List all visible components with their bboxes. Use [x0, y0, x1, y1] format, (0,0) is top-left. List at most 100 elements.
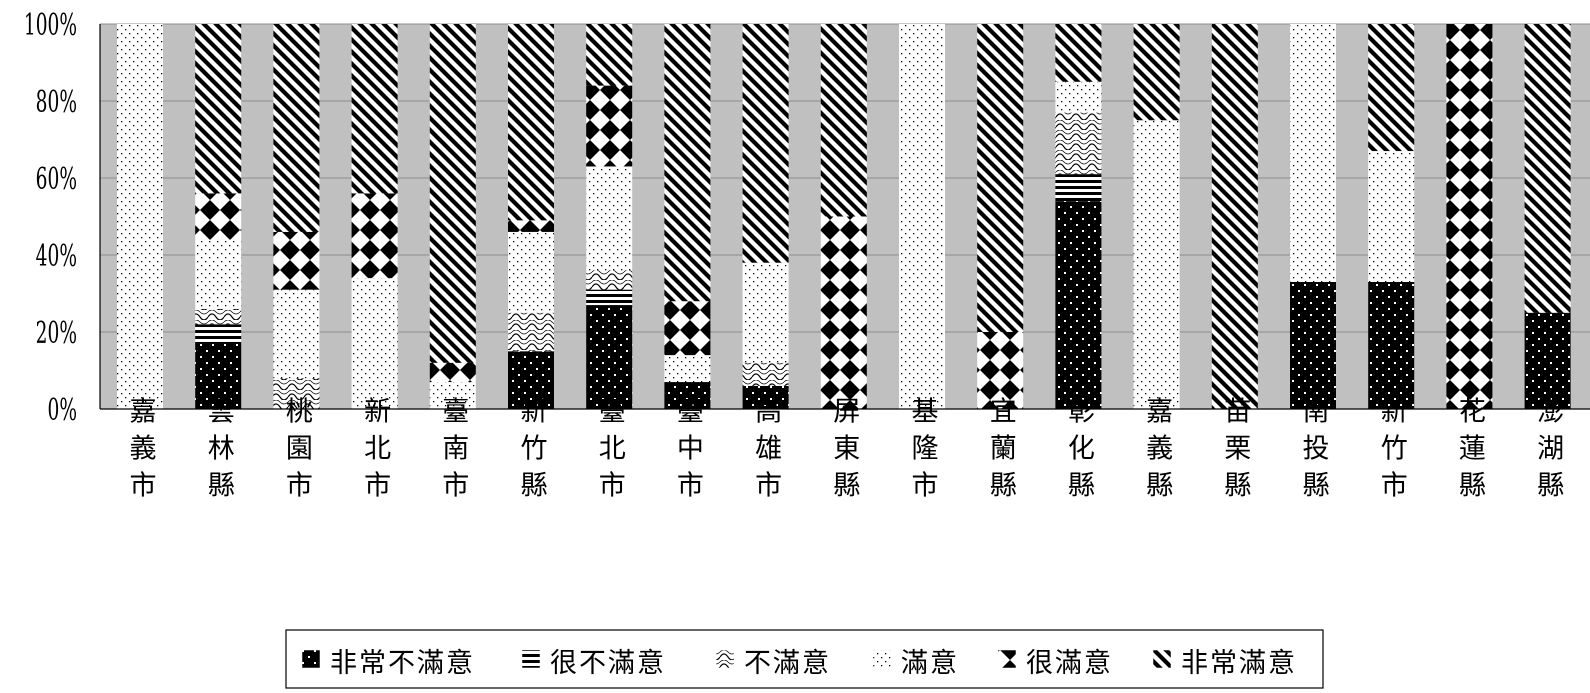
- y-tick-label: 20%: [36, 315, 77, 350]
- bar-segment: [1368, 24, 1415, 152]
- x-tick-label: 新竹縣: [516, 396, 548, 507]
- bar-stack: [1133, 24, 1180, 409]
- x-tick-label: 臺北市: [594, 396, 626, 507]
- bar-segment: [586, 166, 633, 271]
- legend-item: 很滿意: [997, 648, 1111, 679]
- legend-swatch: [521, 649, 541, 669]
- bar-stack: [586, 24, 633, 409]
- bar-stack: [1055, 24, 1102, 409]
- bar-segment: [351, 24, 398, 194]
- legend-box: [285, 629, 1324, 689]
- bar-segment: [1368, 281, 1415, 409]
- x-tick-label: 彰化縣: [1063, 396, 1094, 507]
- x-tick-label: 屏東縣: [828, 397, 860, 508]
- bar-segment: [195, 308, 242, 325]
- bar-segment: [977, 332, 1024, 409]
- bar-segment: [1524, 312, 1571, 409]
- x-tick-label: 桃園市: [281, 396, 313, 507]
- legend-swatch: [715, 649, 735, 669]
- bar-stack: [742, 24, 789, 409]
- y-tick-label: 0%: [48, 392, 77, 427]
- bar-stack: [1368, 24, 1415, 409]
- x-tick-label: 新北市: [359, 396, 391, 507]
- bar-segment: [273, 24, 320, 232]
- x-tick-label: 臺中市: [672, 396, 703, 507]
- x-tick-label: 嘉義市: [125, 396, 156, 507]
- bar-segment: [1055, 81, 1102, 113]
- x-tick-label: 花蓮縣: [1454, 396, 1486, 507]
- bar-segment: [429, 362, 476, 383]
- bar-segment: [351, 193, 398, 279]
- bar-segment: [273, 231, 320, 290]
- legend-item: 很不滿意: [521, 648, 666, 679]
- bar-stack: [195, 24, 242, 409]
- x-tick-label: 臺南市: [437, 396, 468, 507]
- bar-stack: [351, 24, 398, 409]
- legend-label: 很不滿意: [550, 648, 666, 679]
- bar-segment: [351, 278, 398, 409]
- bar-segment: [742, 385, 789, 409]
- bar-stack: [429, 24, 476, 409]
- bar-segment: [195, 324, 242, 344]
- bar-stack: [508, 24, 554, 409]
- x-axis: 嘉義市 雲林縣 桃園市 新北市 臺南市 新竹縣 臺北市 臺中市 高雄市 屏東縣 基隆市 宜蘭縣 彰化縣 嘉…: [100, 396, 1590, 508]
- legend: 非常不滿意 很不滿意 不滿意 滿意 很滿意 非常滿意: [285, 629, 1324, 689]
- bar-segment: [195, 24, 242, 194]
- bar-segment: [586, 270, 633, 290]
- bar-segment: [195, 343, 242, 409]
- bar-segment: [664, 355, 711, 383]
- bar-segment: [1055, 24, 1102, 82]
- legend-label: 不滿意: [744, 648, 831, 679]
- bar-segment: [1055, 112, 1102, 175]
- bar-segment: [508, 351, 554, 409]
- bar-stack: [273, 24, 320, 409]
- x-tick-label: 雲林縣: [203, 397, 235, 508]
- x-tick-label: 苗栗縣: [1219, 397, 1250, 508]
- bar-segment: [1290, 24, 1336, 282]
- bar-segment: [429, 24, 476, 363]
- legend-swatch: [1152, 649, 1172, 669]
- bar-segment: [977, 24, 1024, 332]
- bar-stack: [977, 24, 1024, 409]
- bar-segment: [899, 24, 945, 409]
- legend-swatch: [997, 649, 1017, 669]
- y-tick-label: 60%: [36, 161, 77, 196]
- bar-segment: [508, 312, 554, 352]
- bar-segment: [508, 231, 554, 313]
- bar-stack: [820, 24, 867, 409]
- legend-swatch: [872, 649, 892, 669]
- bar-segment: [742, 362, 789, 386]
- bar-segment: [273, 289, 320, 379]
- bar-segment: [273, 378, 320, 409]
- bar-segment: [586, 289, 633, 306]
- bar-segment: [429, 382, 476, 409]
- bar-segment: [586, 85, 633, 167]
- bar-segment: [1133, 24, 1180, 121]
- x-tick-label: 南投縣: [1298, 396, 1330, 507]
- bar-segment: [195, 239, 242, 309]
- y-tick-label: 100%: [24, 7, 77, 42]
- x-tick-label: 基隆市: [907, 396, 939, 507]
- legend-item: 非常不滿意: [301, 648, 475, 679]
- legend-label: 非常不滿意: [330, 648, 475, 679]
- bar-segment: [820, 216, 867, 409]
- bar-segment: [117, 24, 163, 409]
- bar-segment: [1133, 120, 1180, 409]
- x-tick-label: 澎湖縣: [1532, 396, 1564, 507]
- bar-segment: [1524, 24, 1571, 313]
- bar-stack: [1211, 24, 1258, 409]
- y-axis: 0% 20% 40% 60% 80% 100%: [24, 7, 101, 427]
- bar-segment: [1211, 24, 1258, 409]
- bar-segment: [664, 382, 711, 409]
- bar-stack: [117, 24, 163, 409]
- bar-segment: [1055, 201, 1102, 409]
- bars-layer: [117, 24, 1571, 409]
- legend-label: 非常滿意: [1181, 648, 1297, 679]
- bar-segment: [1446, 24, 1493, 409]
- bar-segment: [586, 24, 633, 86]
- bar-segment: [586, 305, 633, 409]
- x-tick-label: 新竹市: [1376, 396, 1408, 507]
- legend-label: 滿意: [901, 648, 959, 679]
- bar-segment: [1368, 151, 1415, 282]
- bar-segment: [1055, 174, 1102, 202]
